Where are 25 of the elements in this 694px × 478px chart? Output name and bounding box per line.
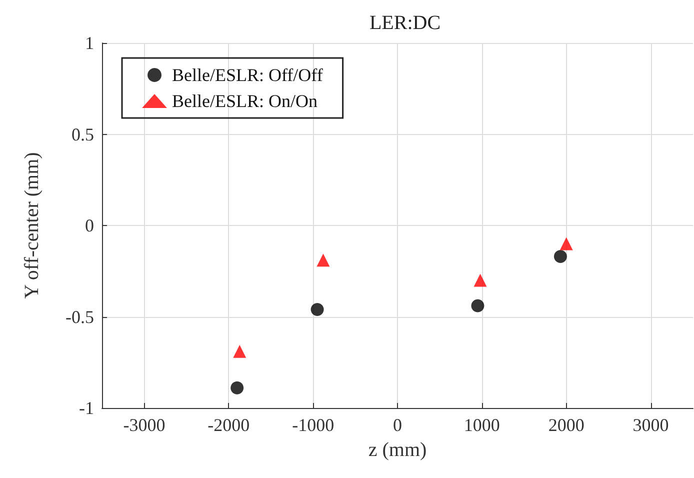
y-tick-label: 0.5	[72, 124, 94, 144]
x-tick-label: 3000	[632, 415, 669, 435]
point	[230, 381, 244, 394]
x-tick-label: 2000	[548, 415, 584, 435]
point	[316, 254, 330, 267]
x-tick-label: -3000	[123, 415, 166, 435]
x-tick-label: -1000	[292, 415, 334, 435]
legend-label: Belle/ESLR: Off/Off	[172, 65, 323, 85]
y-tick-label: -0.5	[66, 306, 94, 327]
point	[471, 299, 484, 312]
x-tick-label: -2000	[208, 415, 250, 435]
legend-label: Belle/ESLR: On/On	[172, 91, 318, 111]
point	[560, 237, 573, 250]
point	[554, 250, 567, 264]
x-tick-label: 1000	[464, 415, 500, 435]
y-tick-label: 1	[85, 33, 94, 53]
y-tick-label: -1	[79, 398, 94, 418]
point	[233, 344, 246, 358]
point	[310, 302, 324, 316]
x-axis-title: z (mm)	[368, 439, 427, 461]
point	[474, 274, 487, 287]
y-tick-label: 0	[85, 216, 94, 236]
x-tick-label: 0	[393, 415, 402, 435]
y-axis-title: Y off-center (mm)	[21, 152, 43, 299]
chart-title: LER:DC	[369, 12, 441, 34]
